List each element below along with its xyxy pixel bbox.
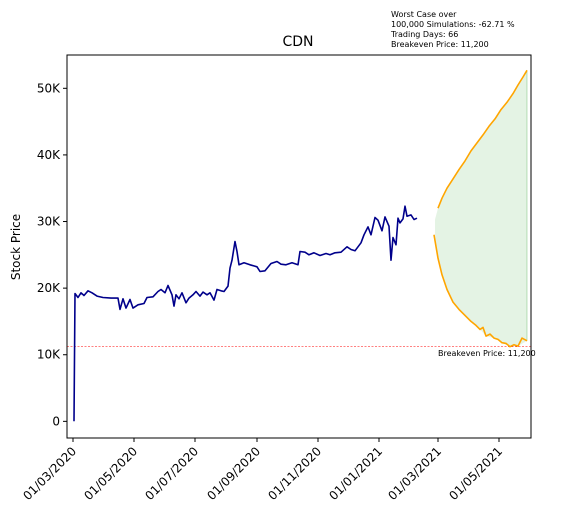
y-tick-label: 50K [37,81,61,95]
y-tick-label: 0 [52,414,60,428]
chart-title: CDN [282,34,313,50]
x-tick-label: 01/07/2020 [142,444,201,503]
breakeven-label: Breakeven Price: 11,200 [438,349,536,358]
info-line-trading-days: Trading Days: 66 [391,30,459,39]
info-line-worst-case: Worst Case over [391,10,457,19]
x-tick-label: 01/01/2021 [326,444,385,503]
y-tick-label: 30K [37,215,61,229]
y-tick-label: 20K [37,281,61,295]
x-tick-label: 01/05/2020 [81,444,140,503]
y-tick-label: 10K [37,348,61,362]
x-tick-label: 01/05/2021 [446,444,505,503]
simulation-info-box: Worst Case over 100,000 Simulations: -62… [391,10,515,50]
y-axis-label: Stock Price [9,214,23,280]
series-line-2 [433,234,528,348]
info-line-simulations: 100,000 Simulations: -62.71 % [391,20,515,29]
x-tick-label: 01/03/2021 [385,444,444,503]
x-tick-label: 01/09/2020 [204,444,263,503]
x-tick-label: 01/03/2020 [20,444,79,503]
series-line-0 [73,205,418,422]
y-tick-label: 40K [37,148,61,162]
info-line-breakeven: Breakeven Price: 11,200 [391,40,489,49]
x-tick-label: 01/11/2020 [265,444,324,503]
plot-area-frame [66,54,532,439]
simulation-band [435,70,527,347]
series-line-1 [437,69,528,209]
